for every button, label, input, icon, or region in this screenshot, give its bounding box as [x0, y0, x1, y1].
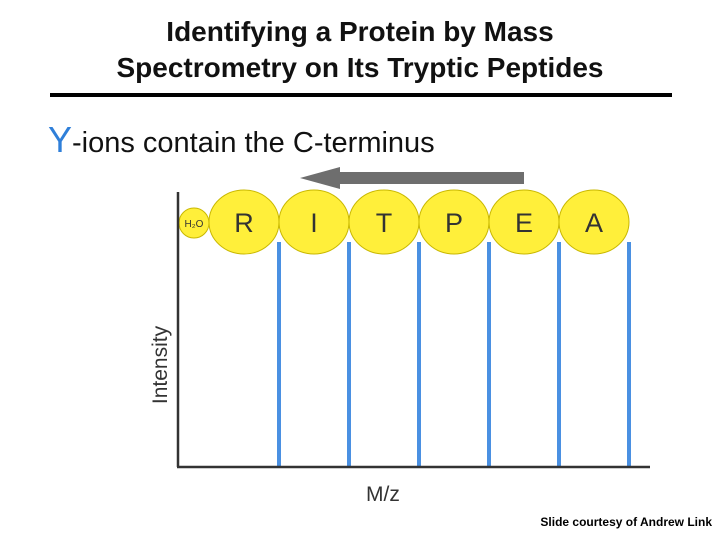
subtitle: Y-ions contain the C-terminus	[48, 120, 435, 163]
residue-label-t: T	[376, 208, 393, 238]
residue-label-i: I	[310, 208, 318, 238]
title-line-1: Identifying a Protein by Mass	[166, 16, 554, 47]
direction-arrow	[300, 167, 524, 189]
residue-label-r: R	[234, 208, 254, 238]
residue-circle-a	[558, 189, 630, 255]
slide-title: Identifying a Protein by Mass Spectromet…	[0, 14, 720, 86]
residue-circles: H₂O R I T P E A	[178, 189, 630, 255]
slide-credit: Slide courtesy of Andrew Link	[540, 515, 712, 529]
arrow-shaft	[336, 172, 524, 184]
residue-label-e: E	[515, 208, 533, 238]
subtitle-letter: Y	[48, 119, 73, 160]
y-axis-label: Intensity	[149, 325, 172, 405]
subtitle-text: -ions contain the C-terminus	[72, 127, 435, 159]
peak-lines	[277, 242, 631, 467]
residue-label-a: A	[585, 208, 603, 238]
residue-label-p: P	[445, 208, 463, 238]
title-line-2: Spectrometry on Its Tryptic Peptides	[116, 52, 604, 83]
water-label: H₂O	[185, 219, 204, 230]
x-axis-label: M/z	[366, 483, 400, 506]
arrow-head	[300, 167, 340, 189]
title-divider	[50, 93, 672, 97]
